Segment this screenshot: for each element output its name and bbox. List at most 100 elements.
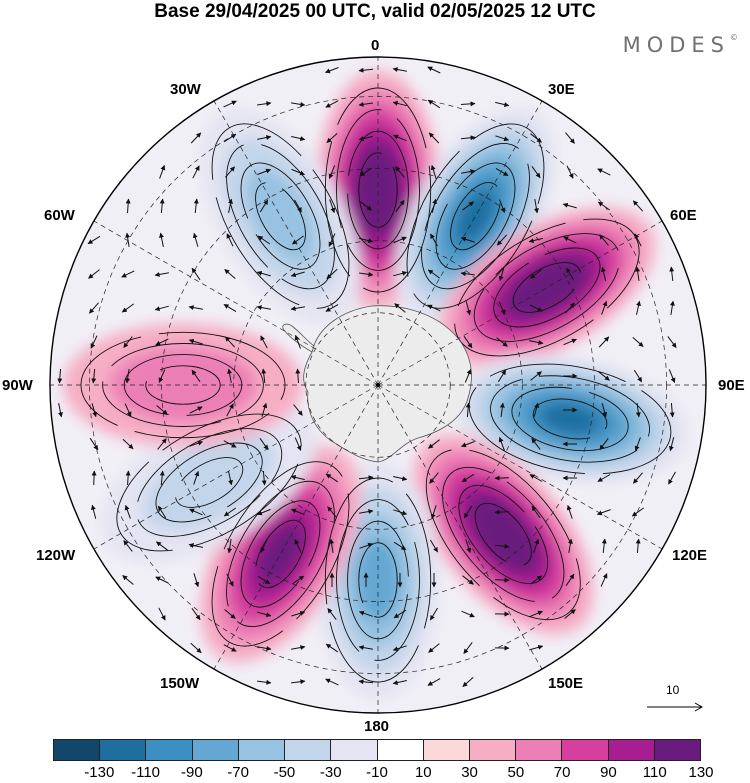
wind-arrow — [325, 100, 339, 108]
wind-arrow — [291, 168, 305, 176]
wind-arrow — [290, 474, 305, 481]
wind-arrow — [498, 436, 505, 451]
wind-arrow — [291, 508, 305, 516]
label-90w: 90W — [2, 377, 33, 394]
wind-arrow — [494, 543, 510, 549]
wind-arrow — [668, 437, 675, 452]
wind-arrow — [191, 608, 201, 621]
label-120e: 120E — [672, 547, 708, 564]
wind-arrow — [392, 645, 407, 652]
wind-arrow — [428, 439, 440, 449]
brand-mark: © — [730, 33, 738, 42]
wind-arrow — [632, 337, 644, 347]
reference-vector-arrow — [647, 702, 704, 712]
wind-arrow — [325, 67, 339, 74]
colorbar-tick-label: -30 — [319, 764, 342, 781]
wind-arrow — [395, 166, 405, 178]
streamline-loop — [511, 386, 629, 452]
wind-arrow — [157, 505, 167, 519]
wind-arrow — [529, 610, 543, 618]
colorbar-tick-label: 90 — [600, 764, 617, 781]
meridian-line — [213, 100, 379, 386]
label-150e: 150E — [548, 675, 584, 692]
anomaly-contour — [455, 189, 495, 243]
wind-arrow — [328, 233, 336, 247]
wind-arrow — [193, 198, 199, 214]
wind-arrow — [123, 540, 133, 552]
anomaly-contour — [109, 346, 257, 424]
wind-arrow — [325, 304, 339, 312]
wind-arrow — [359, 542, 374, 549]
wind-arrow — [224, 336, 236, 348]
wind-arrow — [597, 168, 611, 176]
wind-arrow — [88, 269, 100, 279]
streamline-loop — [421, 143, 530, 290]
wind-arrow — [358, 101, 373, 107]
wind-arrow — [226, 233, 234, 247]
wind-arrow — [463, 335, 473, 349]
wind-arrow — [393, 476, 408, 481]
streamlines — [57, 66, 677, 687]
wind-arrow — [463, 505, 473, 519]
meridian-line — [377, 220, 663, 386]
wind-arrow — [329, 199, 336, 214]
colorbar-tick-label: 130 — [688, 764, 714, 781]
wind-arrow — [529, 644, 544, 651]
wind-arrow — [360, 201, 373, 211]
wind-arrow — [228, 471, 233, 486]
wind-arrow — [529, 304, 543, 312]
wind-arrow — [565, 302, 575, 314]
wind-arrow — [326, 268, 338, 280]
colorbar-tick-label: -130 — [84, 764, 115, 781]
wind-arrow — [294, 539, 302, 553]
wind-arrow — [462, 575, 474, 585]
wind-arrow — [463, 642, 473, 654]
wind-arrow — [260, 335, 268, 349]
wind-arrow — [122, 575, 134, 585]
wind-arrow — [461, 169, 476, 175]
wind-arrow — [290, 271, 305, 278]
anomaly-contour — [356, 538, 400, 622]
streamline-loop — [336, 499, 420, 661]
streamline-loop — [532, 398, 608, 440]
colorbar-tick-label: -90 — [181, 764, 203, 781]
wind-arrow — [227, 539, 233, 554]
wind-arrow — [563, 236, 577, 244]
page-title: Base 29/04/2025 00 UTC, valid 02/05/2025… — [154, 1, 596, 22]
label-90e: 90E — [718, 377, 745, 394]
wind-arrow — [394, 303, 406, 313]
wind-arrow — [530, 575, 543, 585]
wind-arrow — [430, 505, 437, 520]
wind-arrow — [91, 470, 97, 486]
colorbar-tick-label: 10 — [414, 764, 432, 781]
label-150w: 150W — [160, 675, 200, 692]
wind-arrow — [600, 266, 607, 281]
wind-arrow — [564, 609, 576, 619]
wind-arrow — [155, 576, 169, 584]
wind-arrow — [499, 402, 505, 417]
colorbar-tick-label: -50 — [273, 764, 296, 781]
wind-arrow — [159, 470, 165, 486]
colorbar — [53, 739, 701, 761]
colorbar-segment — [654, 740, 701, 760]
colorbar-tick-label: 50 — [507, 764, 525, 781]
wind-arrow — [327, 506, 337, 518]
wind-arrow — [531, 166, 541, 179]
streamline-loop — [102, 343, 264, 427]
wind-arrow — [89, 437, 99, 451]
wind-arrow — [530, 269, 542, 279]
wind-arrow — [57, 368, 63, 384]
wind-arrow — [122, 438, 134, 450]
wind-arrow — [632, 200, 644, 212]
wind-arrow — [295, 368, 301, 384]
wind-arrow — [223, 507, 236, 517]
wind-arrow — [329, 538, 335, 553]
wind-arrow — [600, 573, 608, 587]
wind-arrow — [191, 369, 201, 383]
wind-arrow — [87, 235, 101, 245]
wind-arrow — [225, 166, 235, 178]
wind-arrow — [224, 269, 236, 279]
wind-arrow — [430, 233, 438, 247]
wind-arrow — [159, 198, 165, 214]
wind-arrow — [599, 234, 609, 246]
